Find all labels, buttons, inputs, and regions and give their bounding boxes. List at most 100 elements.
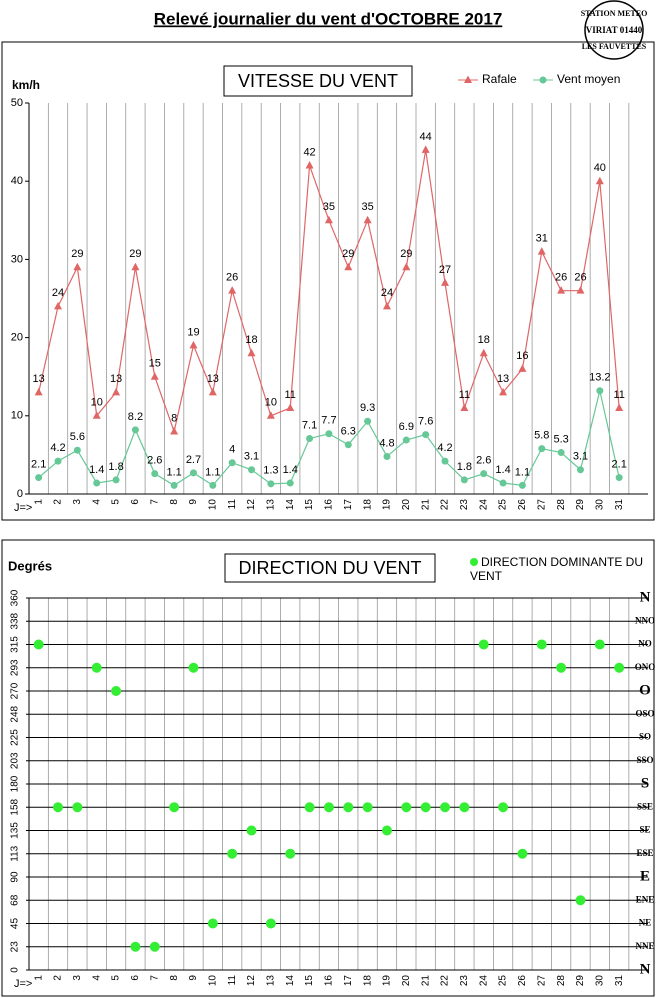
marker — [382, 301, 391, 310]
x-tick-label: 1 — [33, 499, 44, 505]
data-label: 10 — [91, 397, 103, 409]
marker — [538, 445, 546, 453]
marker — [306, 434, 314, 442]
marker — [228, 286, 237, 294]
data-label: 13 — [33, 373, 45, 385]
marker — [189, 340, 198, 349]
data-label: 2.1 — [612, 458, 627, 470]
data-label: 1.8 — [108, 461, 123, 473]
stamp-ring — [584, 0, 644, 60]
x-tick-label: 28 — [556, 499, 567, 511]
x-tick-label: 21 — [420, 499, 431, 511]
data-label: 2.1 — [31, 458, 46, 470]
point — [33, 639, 44, 650]
direction-label: NNE — [635, 941, 654, 951]
data-label: 16 — [516, 350, 528, 362]
marker — [92, 411, 101, 419]
x-tick-label: 15 — [304, 975, 315, 987]
point — [323, 802, 334, 813]
data-label: 1.4 — [283, 464, 298, 476]
marker — [93, 479, 101, 487]
marker — [54, 457, 62, 465]
point — [343, 802, 354, 813]
x-tick-label: 30 — [594, 975, 605, 987]
data-label: 19 — [187, 326, 199, 338]
marker — [170, 426, 179, 435]
legend-swatch — [464, 75, 472, 83]
data-label: 1.1 — [205, 466, 220, 478]
marker — [325, 430, 333, 438]
x-tick-label: 23 — [459, 975, 470, 987]
x-tick-label: 29 — [575, 499, 586, 511]
direction-label: NNO — [635, 615, 655, 625]
marker — [537, 247, 546, 255]
marker — [35, 474, 43, 482]
direction-label: ESE — [636, 848, 653, 858]
marker — [460, 476, 468, 484]
data-label: 5.6 — [70, 431, 85, 443]
data-label: 3.1 — [573, 451, 588, 463]
data-label: 24 — [52, 287, 64, 299]
y-axis-label: km/h — [12, 78, 40, 92]
marker — [54, 301, 63, 310]
data-label: 9.3 — [360, 402, 375, 414]
legend-label: Rafale — [482, 72, 517, 86]
data-label: 24 — [381, 287, 393, 299]
marker — [402, 436, 410, 444]
x-tick-label: 27 — [536, 975, 547, 987]
x-tick-label: 23 — [459, 499, 470, 511]
data-label: 11 — [459, 389, 470, 401]
data-label: 44 — [420, 131, 432, 143]
legend-swatch — [539, 76, 547, 84]
point — [556, 662, 567, 673]
x-tick-label: 22 — [440, 975, 451, 987]
x-tick-label: 24 — [478, 975, 489, 987]
x-tick-label: 17 — [343, 499, 354, 511]
direction-label: NE — [639, 918, 652, 928]
data-label: 26 — [555, 272, 567, 284]
marker — [441, 278, 450, 286]
data-label: 1.1 — [515, 466, 530, 478]
title-box — [223, 65, 413, 97]
data-label: 26 — [226, 272, 238, 284]
legend-label: DIRECTION DOMINANTE DU VENT — [470, 555, 643, 583]
x-tick-label: 6 — [130, 499, 141, 505]
data-label: 3.1 — [244, 451, 259, 463]
direction-label: E — [640, 868, 650, 884]
point — [91, 662, 102, 673]
y-tick-label: 0 — [17, 488, 23, 500]
point — [381, 825, 392, 836]
x-tick-label: 15 — [304, 499, 315, 511]
direction-label: O — [639, 682, 651, 698]
point — [53, 802, 64, 813]
direction-label: N — [640, 961, 651, 977]
x-tick-label: 31 — [614, 975, 625, 987]
x-label: J=> — [14, 978, 32, 990]
marker — [151, 470, 159, 478]
point — [72, 802, 83, 813]
x-tick-label: 26 — [517, 975, 528, 987]
marker — [421, 145, 430, 153]
y-tick-label: 225 — [10, 729, 21, 746]
marker — [383, 452, 391, 460]
point — [265, 918, 276, 929]
x-tick-label: 19 — [382, 499, 393, 511]
data-label: 1.3 — [263, 465, 278, 477]
point — [111, 686, 122, 696]
direction-label: OSO — [635, 708, 654, 718]
marker — [576, 466, 584, 474]
data-label: 1.4 — [89, 464, 104, 476]
marker — [402, 262, 411, 271]
y-tick-label: 135 — [10, 822, 21, 839]
data-label: 35 — [323, 201, 335, 213]
x-tick-label: 30 — [594, 499, 605, 511]
data-label: 42 — [303, 146, 315, 158]
data-label: 8.2 — [128, 411, 143, 423]
point — [498, 802, 509, 813]
x-tick-label: 9 — [188, 499, 199, 505]
data-label: 4 — [229, 444, 235, 456]
x-tick-label: 10 — [207, 975, 218, 987]
point — [401, 802, 412, 813]
marker — [247, 348, 256, 357]
